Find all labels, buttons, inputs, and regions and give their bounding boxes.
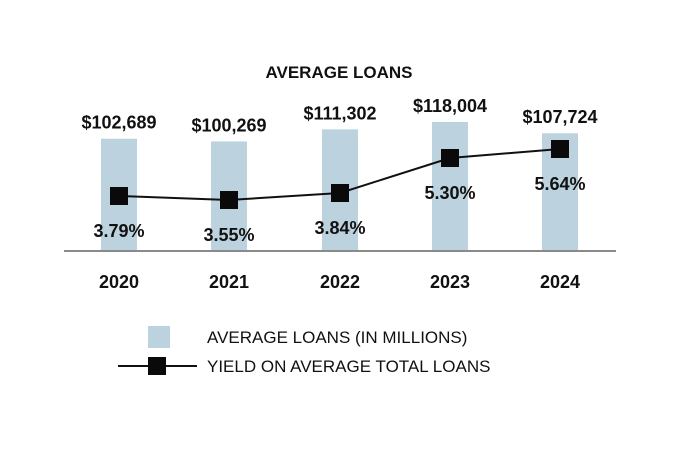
yield-value-label-2021: 3.55%: [203, 225, 254, 245]
label-group: $102,689 $100,269 $111,302 $118,004 $107,724…: [81, 96, 597, 245]
yield-marker-2022: [331, 184, 349, 202]
chart-title: AVERAGE LOANS: [265, 63, 412, 82]
yield-marker-2024: [551, 140, 569, 158]
legend-line-label: YIELD ON AVERAGE TOTAL LOANS: [207, 357, 490, 376]
legend-line-marker: [148, 357, 166, 375]
yield-marker-2021: [220, 191, 238, 209]
bar-2023: [432, 122, 468, 251]
x-tick-2020: 2020: [99, 272, 139, 292]
yield-marker-2023: [441, 149, 459, 167]
bar-value-label-2020: $102,689: [81, 113, 156, 133]
yield-value-label-2024: 5.64%: [534, 174, 585, 194]
legend-bar-swatch: [148, 326, 170, 348]
yield-value-label-2022: 3.84%: [314, 218, 365, 238]
bar-value-label-2023: $118,004: [413, 96, 487, 116]
legend-bar-label: AVERAGE LOANS (IN MILLIONS): [207, 328, 467, 347]
x-tick-2024: 2024: [540, 272, 580, 292]
yield-line-group: [110, 140, 569, 209]
yield-marker-2020: [110, 187, 128, 205]
x-tick-group: 2020 2021 2022 2023 2024: [99, 272, 580, 292]
bar-value-label-2021: $100,269: [191, 115, 266, 135]
x-tick-2021: 2021: [209, 272, 249, 292]
x-tick-2022: 2022: [320, 272, 360, 292]
yield-value-label-2023: 5.30%: [424, 183, 475, 203]
yield-value-label-2020: 3.79%: [93, 221, 144, 241]
legend: AVERAGE LOANS (IN MILLIONS) YIELD ON AVE…: [118, 326, 490, 376]
x-tick-2023: 2023: [430, 272, 470, 292]
bar-value-label-2024: $107,724: [522, 107, 597, 127]
bar-value-label-2022: $111,302: [303, 103, 376, 123]
